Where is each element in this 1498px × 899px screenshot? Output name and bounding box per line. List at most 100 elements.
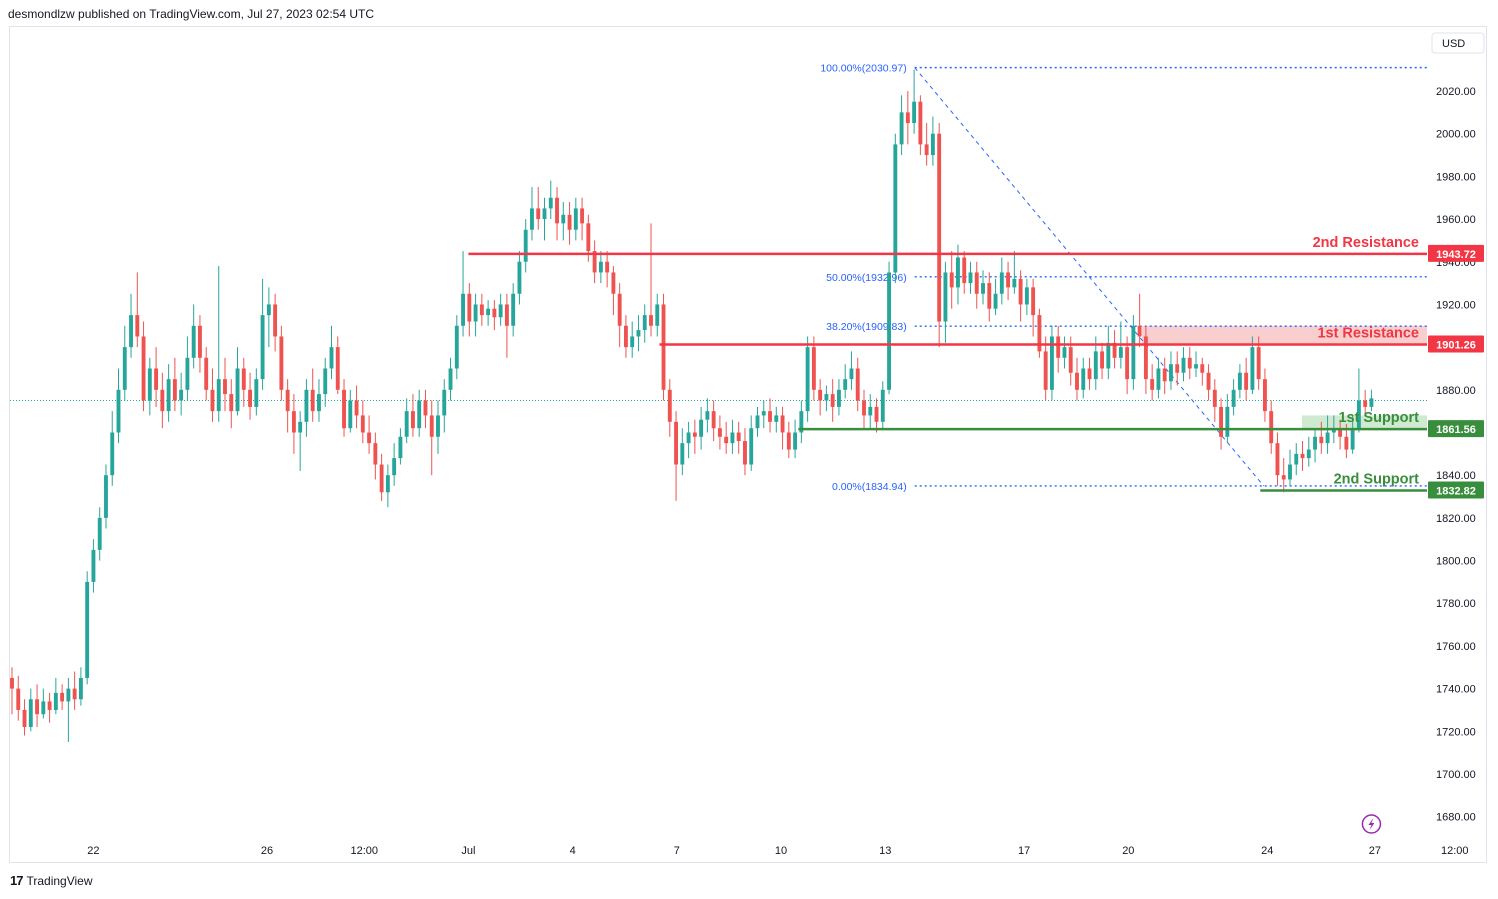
- candle-body: [999, 272, 1004, 294]
- candle: [1175, 351, 1180, 386]
- x-tick-label: 22: [87, 845, 99, 857]
- candle: [35, 684, 40, 728]
- candle-body: [1031, 287, 1036, 316]
- candle: [1187, 347, 1192, 380]
- candle: [492, 300, 497, 331]
- candle: [1018, 270, 1023, 322]
- candle-body: [91, 549, 96, 582]
- candle: [623, 315, 628, 358]
- candle: [1049, 325, 1054, 401]
- candle: [354, 385, 359, 429]
- candle: [830, 379, 835, 422]
- price-badge: [1428, 244, 1484, 262]
- candle-body: [592, 251, 597, 273]
- candle-body: [605, 261, 610, 273]
- candle: [1325, 415, 1330, 454]
- candle: [210, 368, 215, 422]
- candle: [335, 336, 340, 395]
- candle: [1281, 458, 1286, 493]
- candle-body: [836, 389, 841, 407]
- candle: [661, 293, 666, 401]
- candle: [523, 219, 528, 273]
- candle: [1012, 251, 1017, 294]
- candle-body: [667, 389, 672, 422]
- candle-body: [385, 475, 390, 493]
- candle: [66, 677, 71, 742]
- candle: [116, 368, 121, 444]
- candle-body: [398, 436, 403, 459]
- candle: [467, 283, 472, 337]
- candle: [1081, 357, 1086, 399]
- candle: [97, 507, 102, 561]
- candle: [930, 116, 935, 166]
- candle-body: [429, 415, 434, 437]
- candle-body: [241, 368, 246, 390]
- candle-body: [1137, 325, 1142, 337]
- candle: [1212, 379, 1217, 422]
- candle-body: [1150, 379, 1155, 390]
- candle-body: [204, 357, 209, 390]
- candle-body: [110, 432, 115, 476]
- candle-body: [968, 272, 973, 284]
- candle: [1143, 325, 1148, 395]
- candle: [937, 123, 942, 348]
- y-tick-label: 1780.00: [1436, 598, 1476, 610]
- candle: [404, 398, 409, 444]
- candle-body: [342, 389, 346, 429]
- candle-body: [317, 394, 321, 412]
- candle: [248, 372, 252, 420]
- candle-body: [1319, 436, 1324, 444]
- candle: [279, 325, 284, 401]
- candle: [868, 394, 873, 429]
- candle-body: [197, 325, 202, 358]
- candle-body: [598, 261, 603, 273]
- candle-body: [1181, 357, 1186, 373]
- resistance-zone: [1142, 325, 1427, 345]
- candle-body: [310, 389, 315, 412]
- candle: [398, 428, 403, 465]
- candle-body: [1194, 364, 1198, 369]
- candle: [592, 240, 597, 284]
- candle: [85, 571, 90, 685]
- candle: [486, 300, 491, 326]
- candle: [461, 251, 465, 337]
- candle: [147, 357, 152, 416]
- candle-body: [461, 293, 465, 326]
- candle-body: [223, 379, 227, 395]
- candle: [1125, 336, 1130, 395]
- candle-body: [248, 389, 252, 407]
- candle: [285, 379, 290, 433]
- candle-body: [335, 347, 340, 390]
- candle: [72, 671, 77, 710]
- candle-body: [1231, 389, 1236, 407]
- candle-body: [887, 272, 891, 390]
- currency-selector[interactable]: USD: [1431, 32, 1485, 54]
- candle-body: [1068, 347, 1073, 373]
- candle-body: [780, 415, 785, 433]
- candle-body: [962, 257, 967, 284]
- candle: [912, 69, 917, 134]
- candle: [1024, 278, 1029, 316]
- candle: [498, 293, 503, 326]
- candle-body: [22, 709, 27, 728]
- candle: [1200, 357, 1205, 386]
- candle: [981, 270, 985, 305]
- candle: [1156, 357, 1161, 399]
- candle-body: [141, 336, 146, 401]
- candle: [987, 272, 992, 322]
- candle: [104, 464, 108, 529]
- candle: [774, 406, 779, 433]
- candle: [254, 368, 259, 416]
- candle-body: [930, 133, 935, 156]
- candle-body: [354, 400, 359, 416]
- candle: [60, 684, 65, 710]
- chart-frame[interactable]: [9, 26, 1487, 863]
- candle: [843, 364, 848, 399]
- resistance-label: 2nd Resistance: [1313, 235, 1419, 251]
- footer-brand[interactable]: 17 TradingView: [10, 873, 93, 888]
- candle-body: [1062, 347, 1067, 358]
- candle-body: [135, 315, 140, 337]
- candle: [899, 95, 904, 156]
- candle-body: [1237, 372, 1242, 390]
